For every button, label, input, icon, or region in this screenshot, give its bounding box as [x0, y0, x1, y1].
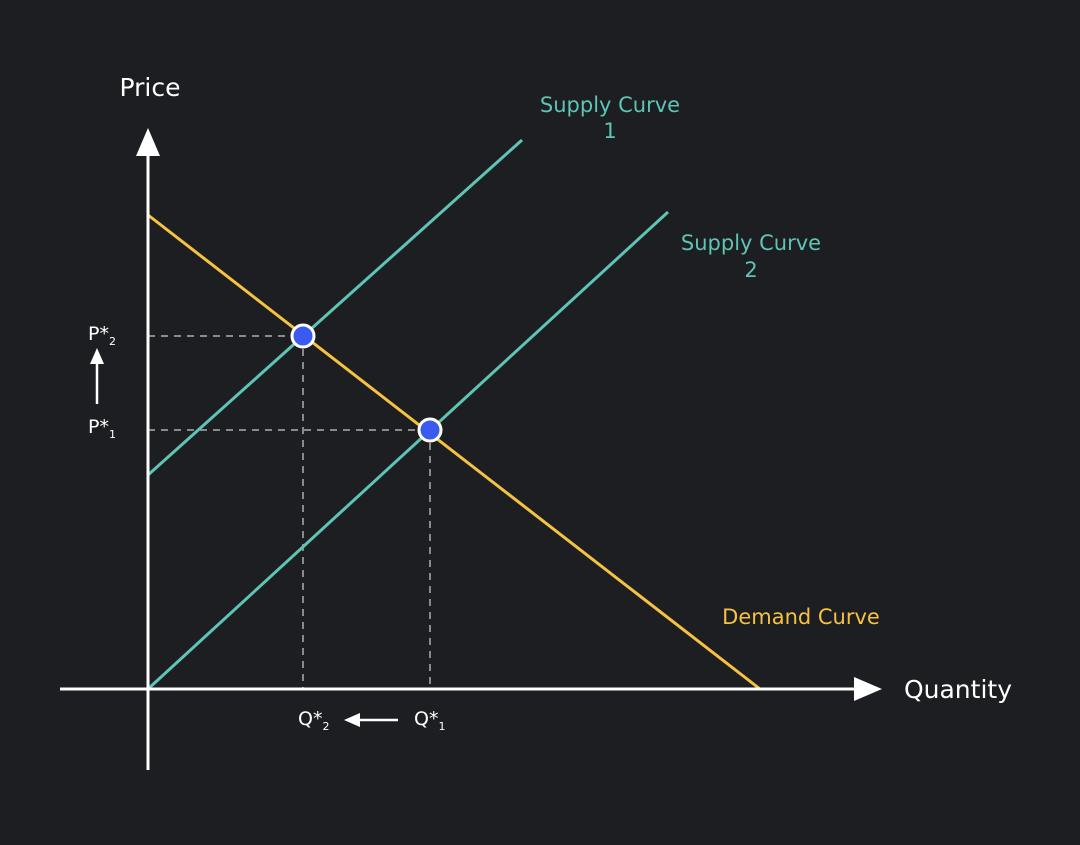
curve-number: 1	[603, 119, 616, 143]
supply-curve-2	[146, 210, 670, 691]
symbol: Q*	[298, 708, 322, 730]
y-axis-arrow	[136, 128, 160, 156]
demand-curve	[147, 213, 761, 691]
subscript: 1	[109, 428, 116, 441]
symbol: P*	[88, 416, 109, 438]
curve-label: Supply Curve	[540, 93, 680, 117]
supply-curve-1	[146, 138, 524, 477]
subscript: 2	[322, 720, 329, 733]
curve-number: 2	[744, 258, 757, 282]
quantity-label: Q*2	[298, 708, 329, 734]
subscript: 1	[438, 720, 445, 733]
quantity-label: Q*1	[414, 708, 445, 734]
curve-label: Demand Curve	[722, 605, 880, 629]
symbol: P*	[88, 323, 109, 345]
subscript: 2	[109, 335, 116, 348]
guides	[148, 335, 431, 689]
y-axis-title: Price	[120, 73, 181, 102]
curve-label: Supply Curve	[681, 231, 821, 255]
equilibrium-point	[290, 323, 316, 349]
quantity-shift-arrowhead	[344, 713, 360, 727]
x-axis-title: Quantity	[904, 675, 1012, 704]
price-label: P*1	[88, 416, 116, 442]
equilibrium-point	[417, 417, 443, 443]
price-shift-arrowhead	[90, 348, 104, 364]
x-axis-arrow	[854, 677, 882, 701]
price-label: P*2	[88, 323, 116, 349]
symbol: Q*	[414, 708, 438, 730]
